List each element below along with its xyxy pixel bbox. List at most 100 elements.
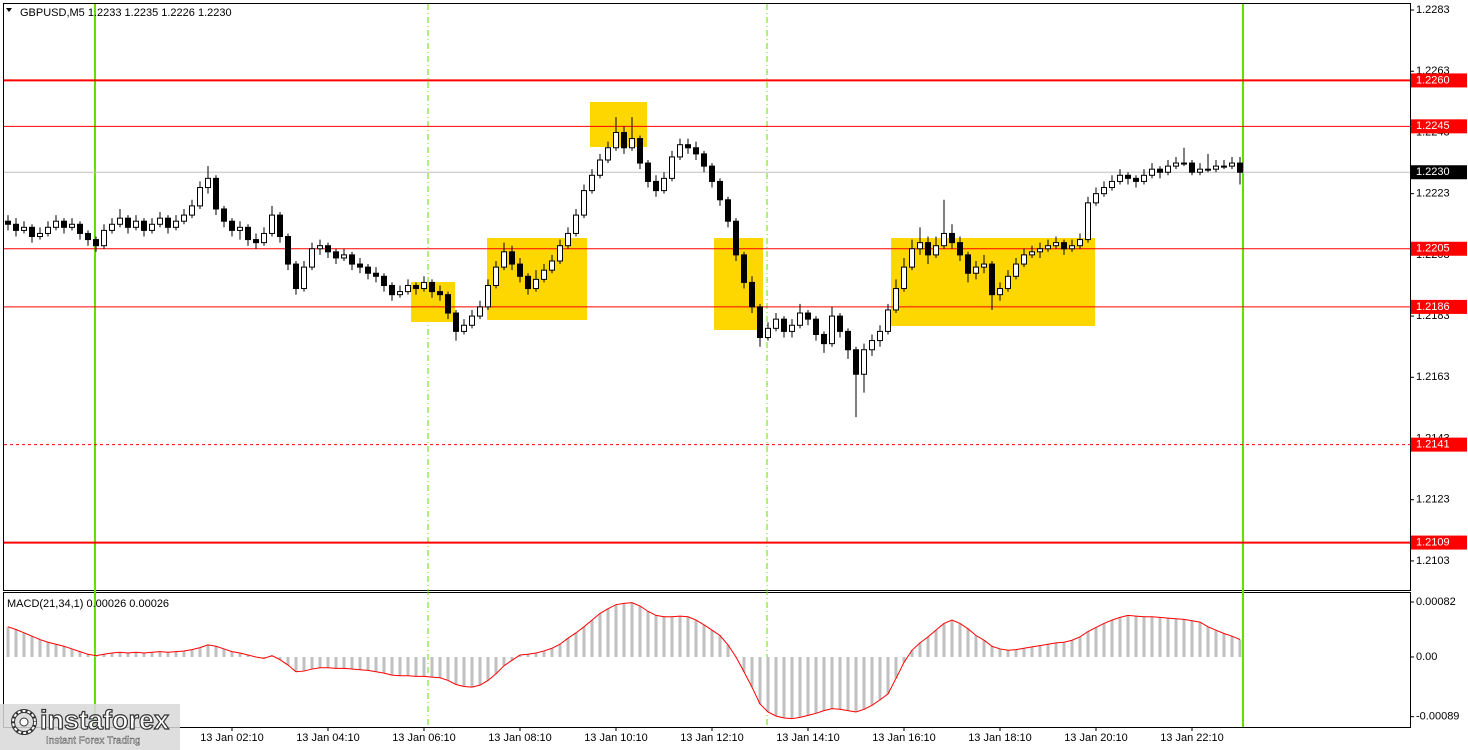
candle-body (669, 156, 675, 179)
candle-body (1173, 162, 1179, 167)
histogram-bar (206, 644, 210, 657)
histogram-bar (358, 656, 362, 670)
x-tick-label: 13 Jan 10:10 (584, 732, 648, 744)
histogram-bar (1182, 619, 1186, 657)
level-label: 1.2205 (1416, 243, 1450, 255)
histogram-bar (574, 632, 578, 657)
candle-body (261, 232, 267, 244)
histogram-bar (750, 656, 754, 688)
candle-body (685, 144, 691, 149)
candle-body (1157, 168, 1163, 173)
logo-icon-center (19, 717, 29, 727)
y-tick-label: -0.00089 (1416, 711, 1459, 723)
level-label: 1.2109 (1416, 536, 1450, 548)
histogram-bar (126, 652, 130, 657)
histogram-bar (918, 642, 922, 657)
histogram-bar (1118, 617, 1122, 657)
histogram-bar (278, 656, 282, 660)
histogram-bar (974, 635, 978, 657)
candle-body (29, 226, 35, 238)
histogram-bar (350, 656, 354, 670)
candle-body (981, 263, 987, 268)
histogram-bar (742, 656, 746, 672)
candle-body (1165, 165, 1171, 173)
candle-body (757, 306, 763, 339)
histogram-bar (366, 656, 370, 671)
histogram-bar (486, 656, 490, 681)
candle-body (125, 217, 131, 228)
histogram-bar (502, 656, 506, 666)
histogram-bar (318, 656, 322, 668)
candle-body (1085, 202, 1091, 241)
histogram-bar (670, 616, 674, 657)
histogram-bar (990, 646, 994, 657)
candle-body (1117, 174, 1123, 182)
y-tick-label: 1.2283 (1416, 4, 1450, 16)
y-tick-label: 0.00082 (1416, 596, 1456, 608)
histogram-bar (142, 652, 146, 657)
candle-body (349, 254, 355, 265)
histogram-bar (62, 646, 66, 657)
candle-body (957, 242, 963, 256)
candle-body (541, 269, 547, 280)
histogram-bar (70, 648, 74, 657)
candle-body (21, 226, 27, 231)
x-tick-label: 13 Jan 08:10 (488, 732, 552, 744)
histogram-bar (238, 652, 242, 657)
candle-body (949, 232, 955, 244)
histogram-bar (558, 644, 562, 657)
candle-body (653, 180, 659, 192)
histogram-bar (78, 651, 82, 657)
y-tick-label: 0.00 (1416, 651, 1437, 663)
histogram-bar (862, 656, 866, 710)
candle-body (917, 242, 923, 250)
candle-body (221, 208, 227, 222)
logo-name: instaforex (40, 705, 169, 735)
histogram-bar (1062, 642, 1066, 657)
histogram-bar (694, 620, 698, 657)
logo: instaforex Instant Forex Trading (0, 704, 180, 750)
candle-body (373, 272, 379, 277)
y-tick-label: 1.2103 (1416, 555, 1450, 567)
candle-body (117, 217, 123, 225)
candle-body (693, 147, 699, 155)
histogram-bar (766, 656, 770, 712)
candle-body (485, 284, 491, 308)
candle-body (1109, 180, 1115, 189)
histogram-bar (838, 656, 842, 710)
candle-body (789, 324, 795, 332)
histogram-bar (950, 620, 954, 657)
histogram-bar (702, 624, 706, 657)
macd-title: MACD(21,34,1) 0.00026 0.00026 (7, 598, 169, 610)
candle-body (589, 174, 595, 192)
level-label: 1.2141 (1416, 439, 1450, 451)
histogram-bar (998, 648, 1002, 657)
level-label-box (1411, 119, 1467, 134)
histogram-bar (606, 608, 610, 657)
candle-body (181, 214, 187, 222)
level-label: 1.2260 (1416, 74, 1450, 86)
candle-body (741, 254, 747, 283)
candle-body (1045, 245, 1051, 250)
histogram-bar (550, 648, 554, 657)
histogram-bar (926, 636, 930, 657)
candle-body (165, 217, 171, 228)
candle-body (1237, 162, 1243, 173)
histogram-bar (374, 656, 378, 672)
histogram-bar (342, 656, 346, 669)
histogram-bar (782, 656, 786, 719)
candle-body (893, 288, 899, 311)
candle-body (933, 245, 939, 256)
histogram-bar (6, 626, 10, 657)
level-label-box (1411, 241, 1467, 256)
x-tick-label: 13 Jan 16:10 (872, 732, 936, 744)
histogram-bar (982, 640, 986, 657)
histogram-bar (910, 650, 914, 657)
candle-body (581, 190, 587, 216)
candle-body (661, 177, 667, 192)
histogram-bar (726, 644, 730, 657)
level-label: 1.2230 (1416, 166, 1450, 178)
title-marker (6, 8, 12, 12)
histogram-bar (1078, 636, 1082, 657)
